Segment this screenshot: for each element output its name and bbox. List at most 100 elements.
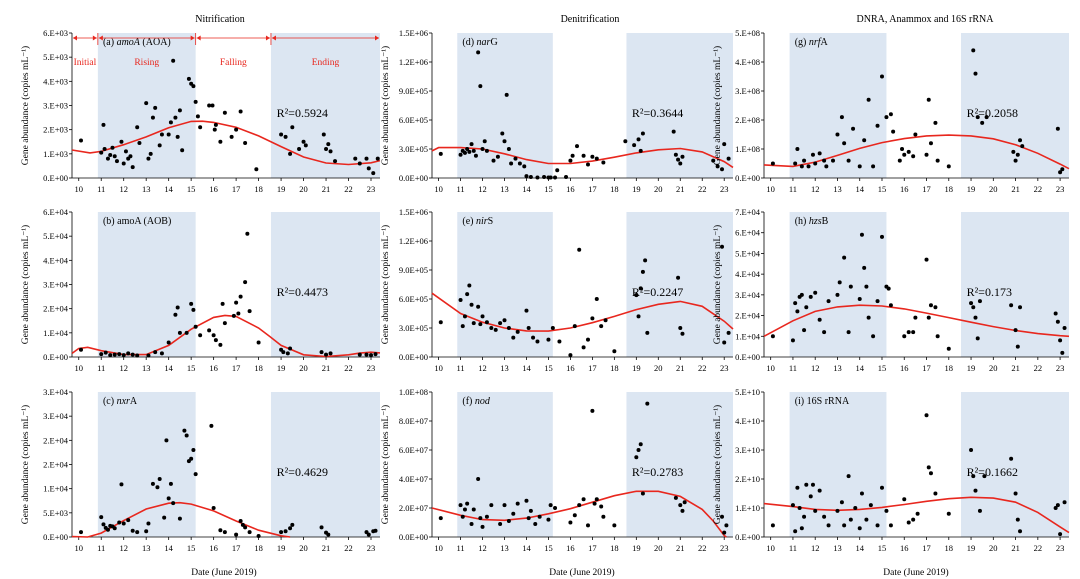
period-shade <box>961 212 1069 357</box>
data-point <box>524 174 529 179</box>
y-tick-label: 0.E+00 <box>43 352 68 362</box>
data-point <box>218 342 223 347</box>
data-point <box>126 351 131 356</box>
data-point <box>623 139 628 144</box>
x-tick-label: 18 <box>254 184 263 194</box>
data-point <box>297 147 302 151</box>
panel-gene: nxr <box>117 396 130 407</box>
data-point <box>509 161 514 166</box>
y-tick-label: 2.E+03 <box>43 125 68 135</box>
data-point <box>146 156 151 161</box>
data-point <box>581 345 586 350</box>
panel-gene: nrf <box>809 37 822 48</box>
data-point <box>236 311 241 316</box>
x-tick-label: 13 <box>500 363 509 373</box>
x-tick-label: 22 <box>1034 363 1043 373</box>
x-tick-label: 14 <box>855 184 864 194</box>
data-point <box>184 330 189 335</box>
data-point <box>482 139 487 144</box>
x-tick-label: 13 <box>833 184 842 194</box>
phase-arrowhead <box>271 35 276 41</box>
data-point <box>371 171 376 176</box>
data-point <box>722 340 727 345</box>
data-point <box>933 305 938 310</box>
y-axis-label: Gene abundance (copies mL⁻¹) <box>380 405 391 524</box>
data-point <box>283 529 288 534</box>
data-point <box>328 351 333 356</box>
data-point <box>911 330 916 335</box>
data-point <box>913 132 918 137</box>
x-tick-label: 21 <box>1011 363 1020 373</box>
data-point <box>465 292 470 297</box>
x-tick-label: 11 <box>97 363 105 373</box>
y-tick-label: 3.E+10 <box>735 445 760 455</box>
panel-label: (f) nod <box>462 396 491 407</box>
y-tick-label: 0.0E+00 <box>399 532 428 542</box>
period-shade <box>789 392 887 537</box>
x-tick-label: 15 <box>544 543 553 553</box>
data-point <box>926 315 931 320</box>
data-point <box>164 438 169 443</box>
data-point <box>866 315 871 320</box>
y-tick-label: 2.E+10 <box>735 474 760 484</box>
x-tick-label: 11 <box>789 363 797 373</box>
data-point <box>720 167 725 172</box>
x-tick-label: 10 <box>74 543 83 553</box>
x-tick-label: 15 <box>878 184 887 194</box>
data-point <box>1013 158 1018 163</box>
x-tick-label: 19 <box>967 543 976 553</box>
data-point <box>469 521 474 526</box>
panel-gene: 16S rRNA <box>807 396 850 407</box>
data-point <box>897 158 902 163</box>
data-point <box>682 500 687 505</box>
data-point <box>879 234 884 239</box>
data-point <box>105 527 110 532</box>
x-tick-label: 17 <box>232 543 241 553</box>
data-point <box>78 530 83 535</box>
x-tick-label: 12 <box>119 543 128 553</box>
data-point <box>770 161 775 166</box>
panel-letter: (a) <box>103 37 117 48</box>
data-point <box>511 511 516 516</box>
chart-panel: 0.E+00 1.E+04 2.E+04 3.E+04 4.E+04 5.E+04 6.E+… <box>20 207 381 373</box>
data-point <box>168 120 173 125</box>
data-point <box>324 147 329 151</box>
data-point <box>802 328 807 333</box>
fit-curve <box>431 292 734 332</box>
data-point <box>247 309 252 314</box>
x-tick-label: 11 <box>456 184 464 194</box>
x-tick-label: 16 <box>209 363 218 373</box>
y-tick-label: 1.E+08 <box>735 144 760 154</box>
data-point <box>546 337 551 342</box>
phase-arrowhead <box>190 35 195 41</box>
data-point <box>218 139 223 144</box>
x-tick-label: 10 <box>434 543 443 553</box>
data-point <box>711 158 716 163</box>
data-point <box>210 103 215 108</box>
data-point <box>117 520 122 525</box>
x-tick-label: 12 <box>119 184 128 194</box>
data-point <box>640 269 645 274</box>
data-point <box>130 352 135 357</box>
x-tick-label: 16 <box>209 543 218 553</box>
y-tick-label: 5.E+03 <box>43 52 68 62</box>
y-tick-label: 0.E+00 <box>735 532 760 542</box>
data-point <box>839 500 844 505</box>
data-point <box>971 474 976 479</box>
data-point <box>590 408 595 413</box>
data-point <box>1053 506 1058 510</box>
data-point <box>550 326 555 330</box>
panel-letter: (c) <box>103 396 117 407</box>
data-point <box>822 514 827 519</box>
data-point <box>1053 311 1058 316</box>
y-tick-label: 1.E+04 <box>43 484 69 494</box>
data-point <box>114 159 119 164</box>
data-point <box>303 143 308 148</box>
y-tick-label: 5.E+04 <box>735 248 761 258</box>
y-tick-label: 5.E+08 <box>735 28 760 38</box>
panel-letter: (f) <box>462 396 475 407</box>
y-tick-label: 4.E+04 <box>43 255 69 265</box>
fit-curve <box>71 120 381 166</box>
x-tick-label: 20 <box>989 543 998 553</box>
data-point <box>220 301 225 306</box>
